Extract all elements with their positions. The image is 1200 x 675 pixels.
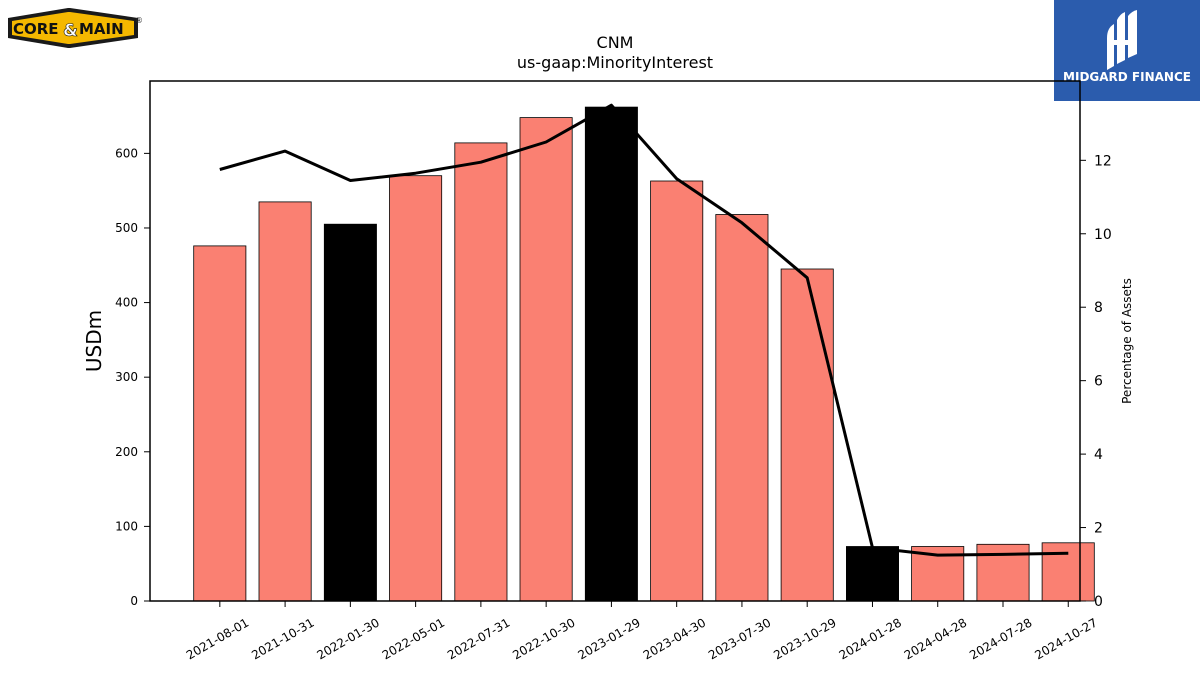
y-tick-label-right: 2 [1094,521,1103,537]
bar-2023-10-29 [780,268,834,602]
bar-2021-08-01 [193,245,247,602]
x-tick-label: 2024-10-27 [1032,615,1099,662]
y-tick-label-right: 12 [1094,153,1112,169]
y-tick-label-left: 200 [115,445,138,459]
bar-2022-05-01 [389,175,443,602]
x-tick-label: 2024-07-28 [967,615,1034,662]
midgard-finance-name: MIDGARD FINANCE [1063,70,1191,84]
core-and-main-logo-mark: CORE & MAIN [8,8,138,48]
percentage-of-assets-line [219,103,1069,557]
y-tick-label-left: 500 [115,221,138,235]
y-tick-label-right: 8 [1094,300,1103,316]
chart-subtitle: us-gaap:MinorityInterest [517,53,713,72]
bars-layer [193,106,1095,602]
y-tick-label-left: 0 [130,594,138,608]
y-tick-label-left: 300 [115,370,138,384]
y-tick-label-left: 100 [115,519,138,533]
x-tick-label: 2022-01-30 [314,615,381,662]
midgard-finance-logo: MIDGARD FINANCE [1054,0,1200,101]
bar-2023-04-30 [650,180,704,602]
bar-2022-01-30 [323,223,377,602]
bar-2023-01-29 [584,106,638,602]
y-tick-label-left: 400 [115,296,138,310]
x-tick-label: 2024-04-28 [902,615,969,662]
x-tick-label: 2023-01-29 [575,615,642,662]
bar-2024-10-27 [1041,542,1095,602]
plot-frame [149,80,1081,602]
x-tick-label: 2023-10-29 [771,615,838,662]
x-tick-label: 2022-10-30 [510,615,577,662]
bar-2022-07-31 [454,142,508,602]
x-tick-label: 2022-07-31 [445,615,512,662]
bar-2021-10-31 [258,201,312,602]
y-tick-label-right: 4 [1094,447,1103,463]
x-tick-label: 2023-04-30 [641,615,708,662]
midgard-mark-icon [1107,10,1137,70]
y-tick-label-right: 10 [1094,227,1112,243]
x-tick-label: 2023-07-30 [706,615,773,662]
y-tick-label-right: 0 [1094,594,1103,610]
logo-core-text: CORE [13,20,59,38]
logo-main-text: MAIN [79,20,124,38]
y-tick-label-right: 6 [1094,374,1103,390]
x-tick-label: 2021-10-31 [249,615,316,662]
midgard-finance-logo-mark: MIDGARD FINANCE [1054,0,1200,101]
registered-mark: ® [135,16,143,25]
core-and-main-logo: CORE & MAIN ® [8,8,143,50]
x-tick-label: 2022-05-01 [380,615,447,662]
y-axis-label-left: USDm [82,310,106,372]
line-layer [219,103,1069,557]
x-tick-label: 2021-08-01 [184,615,251,662]
x-tick-label: 2024-01-28 [837,615,904,662]
logo-amp-text: & [63,21,78,41]
bar-2024-01-28 [846,546,900,602]
y-axis-label-right: Percentage of Assets [1120,278,1134,404]
bar-2023-07-30 [715,214,769,602]
bar-2022-10-30 [519,117,573,602]
y-tick-label-left: 600 [115,146,138,160]
chart-title: CNM [597,33,634,52]
